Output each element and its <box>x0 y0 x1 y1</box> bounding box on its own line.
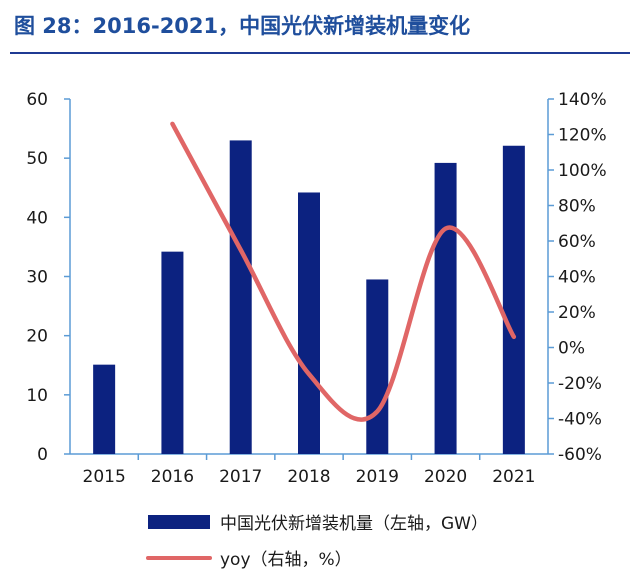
right-tick-label: 100% <box>558 161 607 181</box>
bar <box>161 251 184 454</box>
chart-title: 图 28：2016-2021，中国光伏新增装机量变化 <box>14 14 471 38</box>
x-tick-label: 2019 <box>356 467 399 487</box>
bar <box>93 364 116 454</box>
right-tick-label: 60% <box>558 232 596 252</box>
yoy-line <box>170 121 517 422</box>
x-tick-label: 2016 <box>151 467 194 487</box>
left-tick-label: 20 <box>26 327 48 347</box>
left-tick-label: 50 <box>26 149 48 169</box>
left-tick-label: 10 <box>26 386 48 406</box>
left-tick-label: 40 <box>26 208 48 228</box>
x-tick-label: 2018 <box>287 467 330 487</box>
right-tick-label: -40% <box>558 410 602 430</box>
x-tick-label: 2021 <box>492 467 535 487</box>
right-tick-label: 140% <box>558 90 607 110</box>
right-tick-label: 120% <box>558 126 607 146</box>
bar-series <box>93 140 525 454</box>
x-tick-label: 2020 <box>424 467 467 487</box>
right-tick-label: 80% <box>558 197 596 217</box>
bar <box>366 279 389 454</box>
right-tick-label: 40% <box>558 268 596 288</box>
legend-bar-swatch <box>148 515 210 529</box>
left-axis-ticks: 0 10 20 30 40 50 60 <box>26 90 70 465</box>
right-axis-ticks: -60% -40% -20% 0% 20% 40% 60% 80% 100% 120% 140% <box>548 90 607 465</box>
right-tick-label: -20% <box>558 374 602 394</box>
left-tick-label: 0 <box>37 445 48 465</box>
legend-line-label: yoy（右轴，%） <box>220 550 352 570</box>
left-tick-label: 30 <box>26 268 48 288</box>
x-tick-label: 2015 <box>83 467 126 487</box>
right-tick-label: 20% <box>558 303 596 323</box>
right-tick-label: 0% <box>558 339 585 359</box>
bar <box>502 145 525 454</box>
x-tick-label: 2017 <box>219 467 262 487</box>
title-underline <box>10 52 630 54</box>
line-series <box>170 121 517 422</box>
bar <box>229 140 252 454</box>
right-tick-label: -60% <box>558 445 602 465</box>
legend: 中国光伏新增装机量（左轴，GW） yoy（右轴，%） <box>146 514 488 570</box>
bar <box>298 192 320 454</box>
bar <box>434 162 457 454</box>
left-tick-label: 60 <box>26 90 48 110</box>
legend-bar-label: 中国光伏新增装机量（左轴，GW） <box>220 514 488 534</box>
x-axis-ticks: 2015 2016 2017 2018 2019 2020 2021 <box>83 454 535 487</box>
